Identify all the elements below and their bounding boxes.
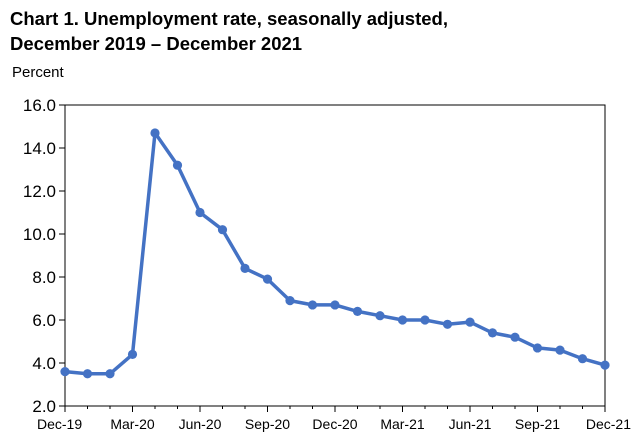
y-tick-label: 8.0	[32, 268, 56, 287]
series-layer	[60, 128, 610, 379]
x-tick-label: Sep-21	[515, 416, 560, 432]
data-point	[397, 315, 408, 325]
x-tick-label: Dec-21	[586, 416, 631, 432]
x-tick-label: Mar-20	[110, 416, 155, 432]
x-tick-label: Sep-20	[245, 416, 290, 432]
data-point	[150, 128, 160, 138]
x-tick-label: Dec-20	[312, 416, 357, 432]
series-line	[64, 131, 606, 376]
chart-title-line-2: December 2019 – December 2021	[10, 33, 303, 54]
data-point	[375, 311, 385, 321]
data-point	[172, 160, 183, 170]
data-point	[442, 319, 453, 329]
data-point	[352, 306, 363, 316]
y-tick-label: 16.0	[23, 96, 56, 115]
data-point	[105, 369, 115, 379]
x-tick-label: Jun-21	[449, 416, 492, 432]
data-point	[555, 345, 565, 355]
y-tick-label: 10.0	[23, 225, 56, 244]
data-point	[600, 360, 610, 370]
chart-title-line-1: Chart 1. Unemployment rate, seasonally a…	[10, 8, 448, 29]
data-point	[330, 300, 340, 310]
data-point	[510, 332, 520, 342]
data-point	[465, 317, 475, 327]
data-point	[307, 300, 318, 310]
y-tick-label: 12.0	[23, 182, 56, 201]
y-tick-label: 2.0	[32, 397, 56, 416]
data-point	[577, 354, 588, 364]
data-point	[195, 207, 205, 218]
data-point	[60, 367, 70, 377]
chart-title: Chart 1. Unemployment rate, seasonally a…	[10, 6, 610, 56]
x-tick-label: Jun-20	[179, 416, 222, 432]
y-tick-label: 14.0	[23, 139, 56, 158]
x-tick-label: Dec-19	[37, 416, 82, 432]
data-point	[127, 349, 138, 359]
plot-area-frame	[64, 104, 606, 407]
data-point	[240, 263, 250, 273]
x-tick-label: Mar-21	[380, 416, 425, 432]
axes: 2.0 4.0 6.0 8.0 10.0 12.0 14.0 16.0 Dec-19 Mar-20…	[23, 96, 631, 432]
data-point	[82, 369, 93, 379]
data-point	[285, 296, 295, 306]
data-point	[217, 225, 228, 235]
data-point	[420, 315, 430, 325]
data-point	[262, 274, 273, 284]
y-tick-label: 4.0	[32, 354, 56, 373]
y-tick-label: 6.0	[32, 311, 56, 330]
data-point	[487, 328, 498, 338]
y-axis-label: Percent	[12, 64, 64, 81]
data-point	[532, 343, 543, 353]
